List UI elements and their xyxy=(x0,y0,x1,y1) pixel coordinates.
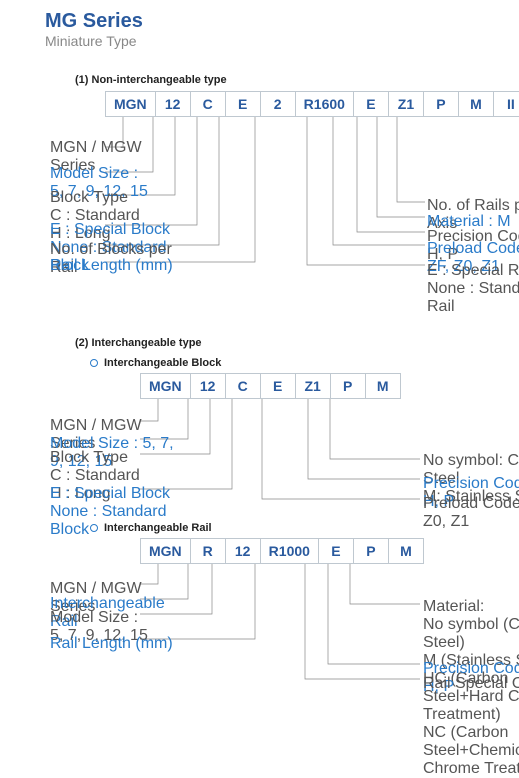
code2-seg: E xyxy=(261,374,296,398)
code1-seg: E xyxy=(354,92,389,116)
code2-seg: P xyxy=(331,374,366,398)
section-1-head: (1) Non-interchangeable type xyxy=(75,74,494,86)
code3-seg: P xyxy=(354,539,389,563)
code1-seg: M xyxy=(459,92,494,116)
code-block-2: MGN 12 C E Z1 P M xyxy=(140,373,401,399)
section-2-sub1: Interchangeable Block xyxy=(90,357,494,369)
lbl2-special-block: E : Special Block None : Standard Block xyxy=(50,485,190,539)
code3-seg: E xyxy=(319,539,354,563)
code1-seg: 12 xyxy=(156,92,191,116)
code1-seg: P xyxy=(424,92,459,116)
page-subtitle: Miniature Type xyxy=(45,33,494,49)
code3-seg: M xyxy=(389,539,423,563)
code1-seg: E xyxy=(226,92,261,116)
code3-seg: R1000 xyxy=(261,539,319,563)
code1-seg: C xyxy=(191,92,226,116)
code2-seg: Z1 xyxy=(296,374,331,398)
code1-seg: II xyxy=(494,92,519,116)
code2-seg: C xyxy=(226,374,261,398)
code1-seg: 2 xyxy=(261,92,296,116)
code-block-1: MGN 12 C E 2 R1600 E Z1 P M II xyxy=(105,91,519,117)
code1-seg: Z1 xyxy=(389,92,424,116)
code1-seg: MGN xyxy=(106,92,156,116)
code3-seg: MGN xyxy=(141,539,191,563)
code3-seg: R xyxy=(191,539,226,563)
code3-seg: 12 xyxy=(226,539,261,563)
code2-seg: 12 xyxy=(191,374,226,398)
lbl3-special-option: Rail Special Option xyxy=(423,675,519,693)
page-title: MG Series xyxy=(45,10,494,33)
section-2-head: (2) Interchangeable type xyxy=(75,337,494,349)
lbl-rail-length: Rail Length (mm) xyxy=(50,257,190,275)
lbl3-rail-length: Rail Length (mm) xyxy=(50,635,190,653)
code-block-3: MGN R 12 R1000 E P M xyxy=(140,538,424,564)
lbl-special-rail: E : Special Rail None : Standard Rail xyxy=(427,262,519,316)
lbl2-preload: Preload Code : ZF, Z0, Z1 xyxy=(423,495,519,531)
code2-seg: M xyxy=(366,374,400,398)
code2-seg: MGN xyxy=(141,374,191,398)
bullet-icon xyxy=(90,359,98,367)
code1-seg: R1600 xyxy=(296,92,354,116)
